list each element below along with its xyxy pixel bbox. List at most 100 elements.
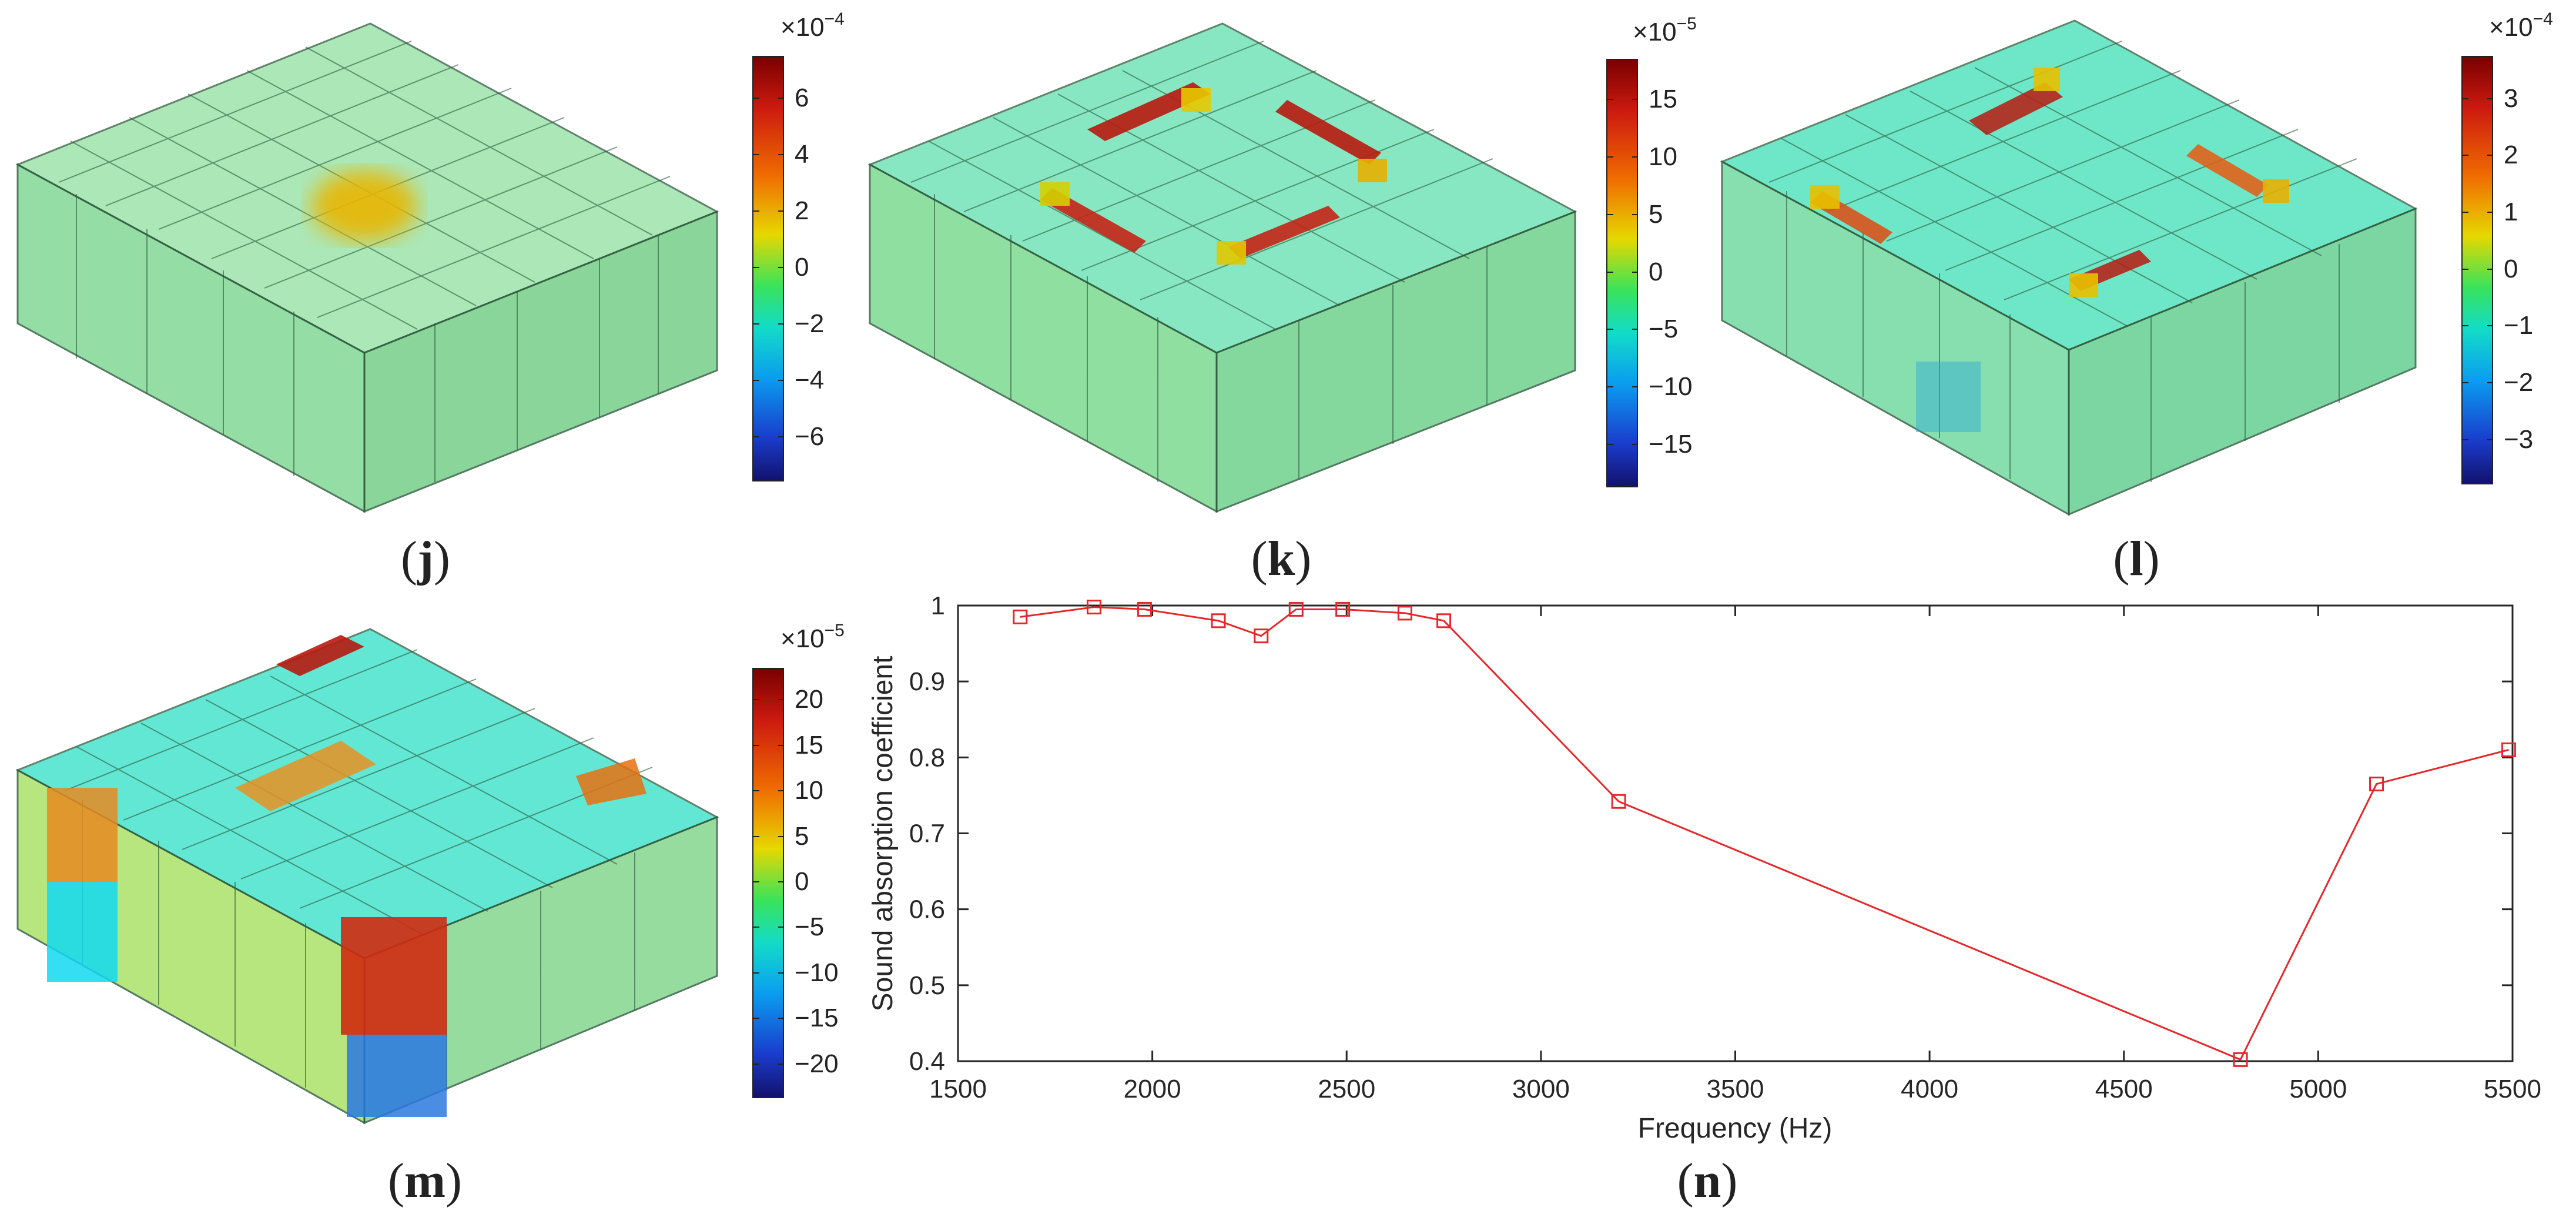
panel-j-label: (j) <box>401 531 450 586</box>
panel-j-field-plot <box>15 22 719 513</box>
data-point-marker <box>1013 609 1028 624</box>
colorbar-k-tick-label: 5 <box>1649 199 1663 229</box>
x-tick-label: 4000 <box>1901 1075 1958 1103</box>
x-tick-label: 5500 <box>2484 1075 2541 1103</box>
colorbar-j-tick-label: −4 <box>795 366 825 394</box>
colorbar-l-tick-mark <box>2487 98 2493 99</box>
data-point-marker <box>1288 601 1304 617</box>
y-tick-label: 0.8 <box>909 743 945 772</box>
data-point-marker <box>1137 601 1152 617</box>
colorbar-m-tick-label: −5 <box>795 912 825 942</box>
y-tick-label: 0.6 <box>909 895 945 924</box>
panel-k-field-plot <box>867 22 1577 513</box>
colorbar-k-tick-mark <box>1607 213 1613 215</box>
colorbar-k-tick-mark <box>1607 329 1613 330</box>
colorbar-j-tick-mark <box>753 267 759 268</box>
colorbar-l-tick-mark <box>2487 155 2493 156</box>
x-tick-label: 4500 <box>2095 1075 2153 1103</box>
colorbar-m-tick-label: 20 <box>795 685 823 714</box>
colorbar-k-tick-mark <box>1607 386 1613 388</box>
data-point-marker <box>1254 628 1269 644</box>
x-axis-label: Frequency (Hz) <box>1638 1113 1833 1144</box>
colorbar-l-tick-label: −3 <box>2504 424 2534 454</box>
colorbar-j-tick-mark <box>778 436 784 437</box>
colorbar-k-tick-mark <box>1607 271 1613 273</box>
colorbar-j-tick-label: 6 <box>795 83 809 112</box>
absorption-series-line <box>1020 606 2509 1061</box>
colorbar-m-tick-mark <box>778 744 784 746</box>
colorbar-k-tick-mark <box>1607 98 1613 100</box>
colorbar-j-tick-mark <box>778 154 784 155</box>
colorbar-k-tick-mark <box>1607 156 1613 158</box>
panel-m-colorbar <box>752 668 784 1098</box>
colorbar-k-tick-mark <box>1607 444 1613 446</box>
colorbar-j-tick-mark <box>778 210 784 212</box>
colorbar-m-tick-mark <box>778 1018 784 1019</box>
colorbar-m-tick-mark <box>753 881 759 882</box>
colorbar-k-tick-label: −15 <box>1649 430 1693 459</box>
colorbar-j-tick-mark <box>778 323 784 325</box>
colorbar-l-tick-label: 1 <box>2504 197 2518 226</box>
colorbar-l-tick-label: 0 <box>2504 254 2518 283</box>
colorbar-l-tick-mark <box>2463 268 2468 270</box>
data-point-marker <box>1611 794 1626 809</box>
colorbar-k-tick-mark <box>1632 213 1638 215</box>
colorbar-j-tick-label: −2 <box>795 309 825 338</box>
plot-frame <box>957 604 2514 1062</box>
colorbar-l-tick-label: −2 <box>2504 367 2534 397</box>
colorbar-l-tick-mark <box>2463 98 2468 99</box>
x-tick-label: 1500 <box>929 1075 987 1103</box>
colorbar-l-tick-mark <box>2463 439 2468 440</box>
colorbar-j-tick-mark <box>753 98 759 99</box>
panel-m-label: (m) <box>388 1153 462 1208</box>
y-tick-label: 0.4 <box>909 1047 945 1076</box>
colorbar-l-tick-label: 3 <box>2504 83 2518 113</box>
colorbar-m-tick-label: −20 <box>795 1049 839 1078</box>
colorbar-l-tick-mark <box>2463 325 2468 327</box>
colorbar-l-tick-mark <box>2487 439 2493 440</box>
colorbar-m-tick-mark <box>778 835 784 837</box>
data-point-marker <box>1335 601 1351 617</box>
colorbar-j-tick-mark <box>753 380 759 381</box>
panel-k-colorbar-exponent: ×10−5 <box>1633 14 1697 46</box>
colorbar-m-tick-label: 10 <box>795 776 823 805</box>
absorption-chart: 1500 2000 2500 3000 3500 4000 4500 5000 5500 0.4… <box>867 591 2541 1144</box>
colorbar-k-tick-label: 15 <box>1649 84 1677 113</box>
colorbar-k-tick-mark <box>1632 386 1638 388</box>
panel-l-label: (l) <box>2113 531 2160 586</box>
x-tick-label: 5000 <box>2289 1075 2347 1103</box>
data-point-marker <box>2501 742 2516 757</box>
colorbar-m-tick-label: 15 <box>795 730 823 760</box>
colorbar-l-tick-mark <box>2463 382 2468 383</box>
colorbar-m-tick-mark <box>753 744 759 746</box>
data-point-marker <box>2369 777 2384 792</box>
colorbar-k-tick-mark <box>1632 271 1638 273</box>
colorbar-m-tick-mark <box>753 835 759 837</box>
colorbar-l-tick-mark <box>2487 382 2493 383</box>
colorbar-m-tick-mark <box>778 881 784 882</box>
colorbar-m-tick-mark <box>753 1018 759 1019</box>
data-point-marker <box>1211 613 1226 628</box>
colorbar-m-tick-mark <box>753 927 759 928</box>
colorbar-m-tick-mark <box>778 790 784 792</box>
panel-m-field-plot <box>15 628 719 1125</box>
colorbar-j-tick-mark <box>778 267 784 268</box>
y-tick-label: 0.9 <box>909 667 945 696</box>
colorbar-m-tick-label: 5 <box>795 821 809 851</box>
data-point-marker <box>1397 606 1412 621</box>
panel-l-colorbar-exponent: ×10−4 <box>2489 9 2553 42</box>
colorbar-l-tick-label: −1 <box>2504 311 2534 340</box>
colorbar-k-tick-mark <box>1632 156 1638 158</box>
panel-j-colorbar-exponent: ×10−4 <box>780 9 845 42</box>
colorbar-m-tick-mark <box>753 699 759 701</box>
colorbar-l-tick-mark <box>2487 211 2493 213</box>
colorbar-m-tick-mark <box>778 1063 784 1065</box>
colorbar-j-tick-mark <box>778 380 784 381</box>
y-tick-label: 0.5 <box>909 971 945 1000</box>
colorbar-k-tick-mark <box>1632 329 1638 330</box>
colorbar-j-tick-label: 0 <box>795 253 809 282</box>
colorbar-j-tick-mark <box>753 436 759 437</box>
colorbar-k-tick-label: −10 <box>1649 372 1693 402</box>
colorbar-j-tick-mark <box>753 323 759 325</box>
panel-j-colorbar <box>752 56 784 481</box>
